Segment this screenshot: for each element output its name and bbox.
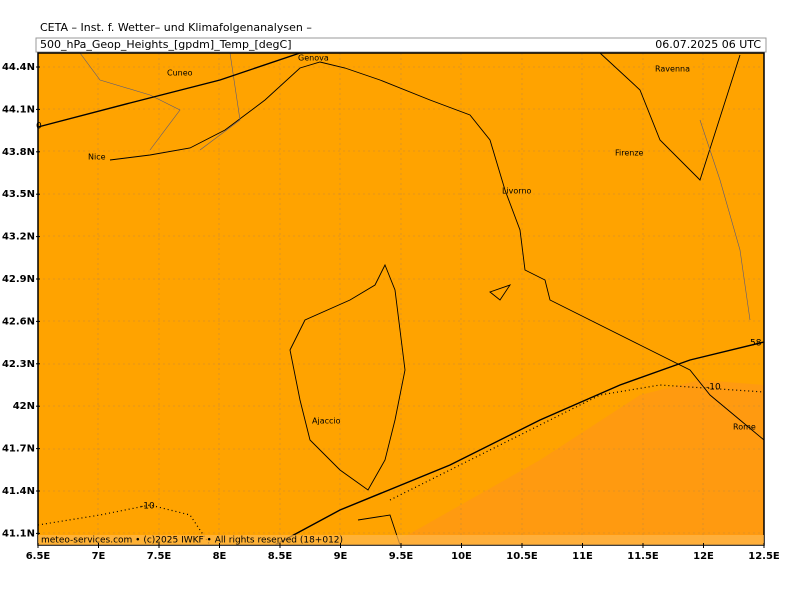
city-label: Ravenna (655, 65, 690, 74)
institute: CETA – Inst. f. Wetter– und Klimafolgena… (40, 21, 312, 34)
city-label: Livorno (502, 187, 532, 196)
lon-label: 8.5E (268, 551, 293, 562)
footer: meteo-services.com • (c)2025 IWKF • All … (41, 536, 343, 546)
city-label: Cuneo (167, 69, 193, 78)
temp-field-warm (390, 380, 764, 545)
lat-label: 44.1N (2, 104, 35, 115)
contour-label: 58 (750, 339, 762, 349)
lon-label: 9.5E (389, 551, 414, 562)
lon-label: 7E (92, 551, 106, 562)
map-date: 06.07.2025 06 UTC (655, 38, 761, 51)
city-label: Rome (733, 423, 756, 432)
lon-label: 10.5E (506, 551, 538, 562)
lon-label: 12E (693, 551, 714, 562)
city-label: Ajaccio (312, 417, 341, 426)
lon-label: 9E (334, 551, 348, 562)
lat-label: 44.4N (2, 62, 35, 73)
footer-band (38, 535, 764, 545)
city-label: Genova (298, 54, 329, 63)
contour-label: -10 (706, 383, 721, 393)
title-bar (35, 37, 767, 53)
lat-label: 41.7N (2, 444, 35, 455)
lat-label: 42.6N (2, 316, 35, 327)
lat-label: 43.2N (2, 232, 35, 243)
lat-label: 42N (13, 401, 35, 412)
contour-label: -10 (140, 502, 155, 512)
lat-label: 42.3N (2, 359, 35, 370)
lat-label: 43.8N (2, 147, 35, 158)
lat-label: 43.5N (2, 189, 35, 200)
lon-label: 10E (451, 551, 472, 562)
lat-label: 41.4N (2, 486, 35, 497)
lon-label: 11E (572, 551, 593, 562)
map-title: 500_hPa_Geop_Heights_[gpdm]_Temp_[degC] (40, 38, 292, 51)
lon-label: 6.5E (26, 551, 51, 562)
lon-label: 7.5E (147, 551, 172, 562)
lat-label: 42.9N (2, 274, 35, 285)
lon-label: 8E (213, 551, 227, 562)
map-area (37, 52, 765, 546)
graticule (38, 53, 764, 545)
city-label: Firenze (615, 149, 644, 158)
contour-label: 0 (36, 122, 42, 132)
city-label: Nice (88, 153, 106, 162)
lon-label: 11.5E (627, 551, 659, 562)
lon-label: 12.5E (748, 551, 780, 562)
height-contours (37, 52, 765, 546)
lat-label: 41.1N (2, 528, 35, 539)
